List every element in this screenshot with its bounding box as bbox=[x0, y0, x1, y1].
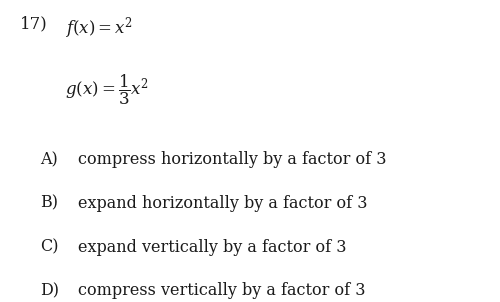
Text: $g(x) = \dfrac{1}{3}x^2$: $g(x) = \dfrac{1}{3}x^2$ bbox=[65, 72, 149, 107]
Text: 17): 17) bbox=[20, 15, 48, 32]
Text: expand vertically by a factor of 3: expand vertically by a factor of 3 bbox=[78, 239, 346, 255]
Text: D): D) bbox=[40, 282, 59, 299]
Text: C): C) bbox=[40, 239, 58, 255]
Text: B): B) bbox=[40, 195, 58, 212]
Text: compress vertically by a factor of 3: compress vertically by a factor of 3 bbox=[78, 282, 365, 299]
Text: expand horizontally by a factor of 3: expand horizontally by a factor of 3 bbox=[78, 195, 367, 212]
Text: $f(x) = x^2$: $f(x) = x^2$ bbox=[65, 15, 133, 41]
Text: A): A) bbox=[40, 151, 58, 168]
Text: compress horizontally by a factor of 3: compress horizontally by a factor of 3 bbox=[78, 151, 386, 168]
